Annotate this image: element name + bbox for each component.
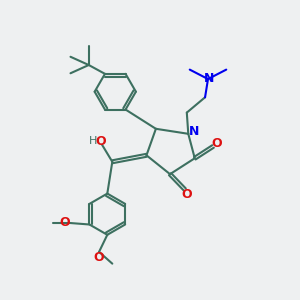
Text: O: O [94,251,104,264]
Text: O: O [212,137,222,150]
Text: O: O [60,216,70,229]
Text: N: N [188,125,199,138]
Text: H: H [88,136,97,146]
Text: O: O [95,135,106,148]
Text: N: N [203,72,214,85]
Text: O: O [181,188,191,201]
